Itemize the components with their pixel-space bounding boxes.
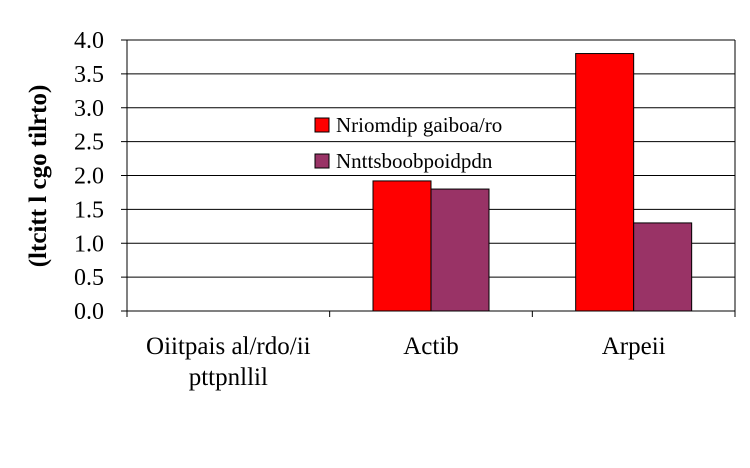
bars [372, 53, 693, 312]
legend-label: Nriomdip gaiboa/ro [336, 113, 502, 137]
x-tick-label: Oiitpais al/rdo/ii [146, 333, 311, 360]
y-tick-label: 1.5 [74, 197, 104, 223]
y-tick-label: 4.0 [74, 28, 104, 54]
x-tick-labels: Oiitpais al/rdo/ii pttpnllil Actib Arpeii [146, 333, 666, 391]
y-tick-label: 3.5 [74, 62, 104, 88]
y-tick-label: 0.5 [74, 265, 104, 291]
x-tick-label: Arpeii [602, 333, 666, 360]
bar [430, 188, 490, 312]
y-tick-label: 2.5 [74, 130, 104, 156]
bar [372, 180, 432, 312]
y-tick-label: 1.0 [74, 231, 104, 257]
bar [633, 222, 693, 312]
x-tick-label: pttpnllil [189, 364, 268, 391]
bar [575, 53, 635, 312]
legend-swatch [314, 117, 330, 133]
y-tick-label: 3.0 [74, 96, 104, 122]
legend-swatch [314, 153, 330, 169]
axes [121, 39, 736, 317]
y-tick-labels: 0.0 0.5 1.0 1.5 2.0 2.5 3.0 3.5 4.0 [74, 28, 104, 325]
y-tick-label: 2.0 [74, 164, 104, 190]
x-tick-label: Actib [403, 333, 459, 360]
legend-label: Nnttsboobpoidpdn [336, 149, 493, 173]
legend: Nriomdip gaiboa/ro Nnttsboobpoidpdn [314, 113, 502, 173]
y-tick-label: 0.0 [74, 299, 104, 325]
y-axis-label: (ltcitt l cgo tilrto) [25, 85, 52, 268]
